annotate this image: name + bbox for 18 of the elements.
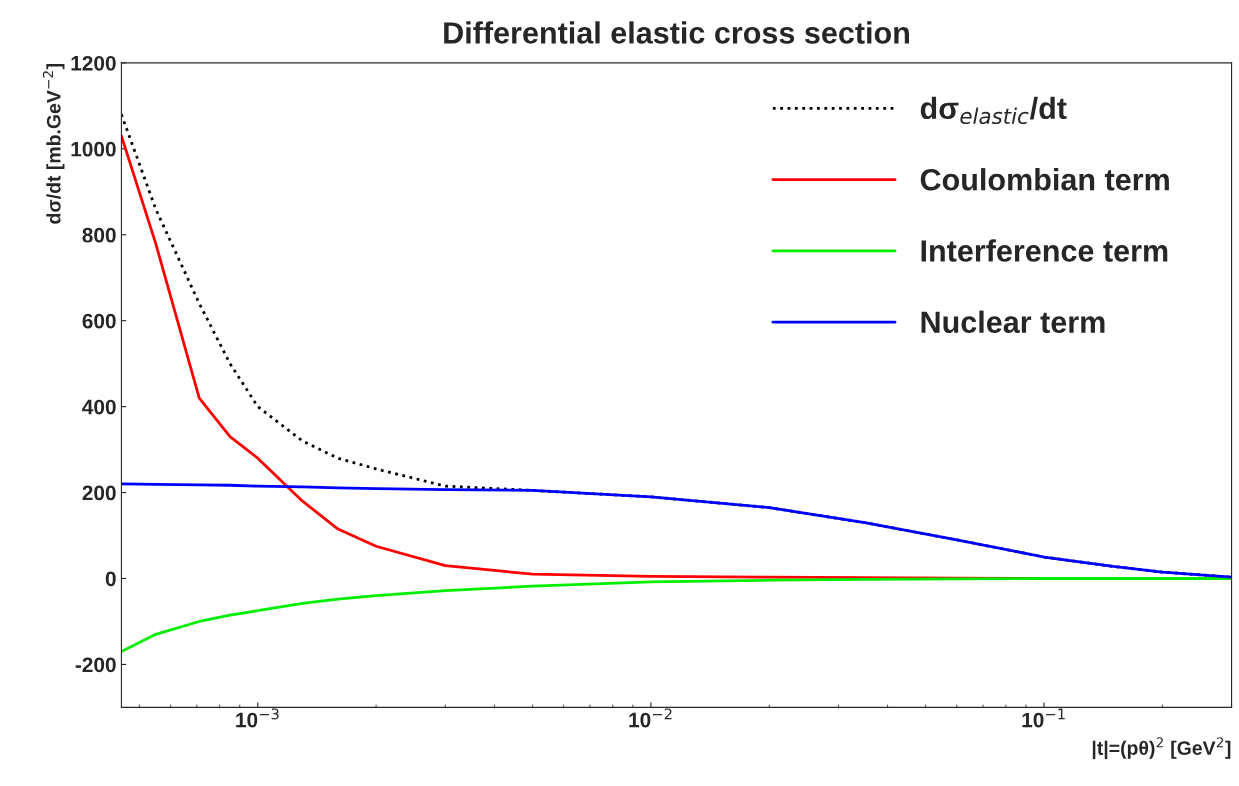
legend-label: Interference term	[921, 239, 1168, 262]
y-tick-label: 400	[82, 399, 116, 415]
y-tick-label: 1200	[71, 55, 116, 71]
legend-label: Coulombian term	[920, 168, 1169, 191]
x-axis-title: |t|=(pθ)$^{2}$ [GeV$^{2}$]	[1092, 737, 1231, 760]
x-tick-label: 10$^{−1}$	[1022, 708, 1065, 728]
legend-label: Nuclear term	[921, 310, 1105, 334]
y-tick-label: 0	[105, 571, 116, 587]
chart-title: Differential elastic cross section	[444, 21, 909, 44]
legend-label: dσ$_{elastic}$/dt	[920, 96, 1067, 125]
y-tick-label: 800	[82, 227, 116, 243]
y-tick-label: -200	[75, 657, 116, 673]
y-axis-title: dσ/dt [mb.GeV$^{−2}$]	[42, 64, 65, 224]
x-tick-label: 10$^{−3}$	[236, 708, 279, 728]
y-tick-label: 600	[82, 313, 116, 329]
y-tick-label: 200	[82, 485, 116, 501]
y-tick-label: 1000	[71, 141, 116, 157]
x-tick-label: 10$^{−2}$	[629, 708, 672, 728]
